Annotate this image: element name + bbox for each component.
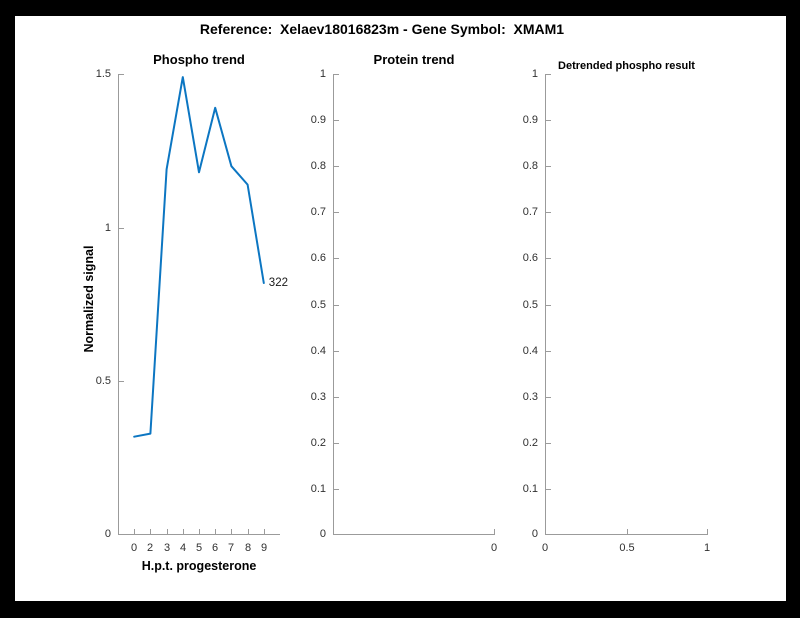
- y-tick-label: 1: [531, 68, 538, 80]
- y-tick: [546, 258, 551, 259]
- x-tick-label: 0: [130, 542, 138, 554]
- y-tick-label: 0.1: [522, 483, 538, 495]
- figure-title: Reference: Xelaev18016823m - Gene Symbol…: [199, 21, 565, 37]
- y-tick: [334, 74, 339, 75]
- y-tick-label: 0.2: [522, 437, 538, 449]
- x-tick: [627, 529, 628, 534]
- x-tick-label: 0: [490, 542, 498, 554]
- x-tick: [167, 529, 168, 534]
- y-tick-label: 0.6: [310, 252, 326, 264]
- y-tick: [546, 212, 551, 213]
- y-tick: [334, 534, 339, 535]
- plot1-y-axis-label: Normalized signal: [82, 245, 96, 353]
- y-tick-label: 0.4: [522, 345, 538, 357]
- x-tick: [215, 529, 216, 534]
- y-tick-label: 0.5: [522, 299, 538, 311]
- y-tick-label: 0.6: [522, 252, 538, 264]
- y-tick-label: 0.3: [522, 391, 538, 403]
- protein-trend-chart: 0 0.1 0.2 0.3 0.4 0.5 0.6 0.7 0.8 0.9 1 0: [311, 68, 497, 554]
- y-tick: [546, 74, 551, 75]
- x-tick-label: 9: [260, 542, 268, 554]
- x-axis-line: [545, 534, 708, 535]
- x-tick-label: 0.5: [619, 542, 635, 554]
- y-tick: [334, 120, 339, 121]
- y-tick: [119, 381, 124, 382]
- x-tick-label: 0: [541, 542, 549, 554]
- x-tick: [183, 529, 184, 534]
- y-tick: [546, 166, 551, 167]
- trend-line-svg: [133, 76, 265, 438]
- plot2-title: Protein trend: [373, 52, 455, 67]
- detrended-phospho-chart: 0 0.1 0.2 0.3 0.4 0.5 0.6 0.7 0.8 0.9 1 0 0.5 1: [523, 68, 710, 554]
- y-tick-label: 1: [319, 68, 326, 80]
- x-tick: [150, 529, 151, 534]
- y-tick-label: 0.5: [95, 375, 111, 387]
- y-tick: [334, 305, 339, 306]
- x-axis-line: [333, 534, 495, 535]
- x-tick-label: 5: [195, 542, 203, 554]
- y-tick-label: 1.5: [95, 68, 111, 80]
- y-tick: [546, 443, 551, 444]
- y-tick: [334, 351, 339, 352]
- y-tick-label: 0.8: [310, 160, 326, 172]
- x-tick: [494, 529, 495, 534]
- plot1-title: Phospho trend: [153, 52, 245, 67]
- end-point-label: 322: [268, 276, 288, 289]
- x-tick: [248, 529, 249, 534]
- y-tick-label: 0.7: [310, 206, 326, 218]
- y-tick-label: 0: [104, 528, 111, 540]
- y-tick-label: 0.9: [310, 114, 326, 126]
- y-tick: [334, 489, 339, 490]
- y-tick-label: 1: [104, 222, 111, 234]
- x-tick-label: 2: [146, 542, 154, 554]
- x-tick: [231, 529, 232, 534]
- y-axis-line: [545, 74, 546, 535]
- y-tick-label: 0.1: [310, 483, 326, 495]
- y-tick: [546, 489, 551, 490]
- y-tick-label: 0.5: [310, 299, 326, 311]
- y-tick: [546, 534, 551, 535]
- x-tick: [264, 529, 265, 534]
- x-tick-label: 6: [211, 542, 219, 554]
- y-tick: [334, 258, 339, 259]
- y-tick-label: 0.2: [310, 437, 326, 449]
- x-tick: [545, 529, 546, 534]
- y-tick: [546, 397, 551, 398]
- y-tick: [119, 228, 124, 229]
- plot1-x-axis-label: H.p.t. progesterone: [141, 559, 257, 573]
- y-tick: [119, 534, 124, 535]
- x-tick-label: 7: [227, 542, 235, 554]
- y-tick-label: 0: [531, 528, 538, 540]
- x-tick-label: 8: [244, 542, 252, 554]
- y-tick-label: 0.7: [522, 206, 538, 218]
- y-tick: [546, 305, 551, 306]
- x-tick-label: 4: [179, 542, 187, 554]
- y-tick-label: 0.8: [522, 160, 538, 172]
- figure-canvas: Reference: Xelaev18016823m - Gene Symbol…: [15, 16, 786, 601]
- trend-line: [133, 76, 265, 438]
- y-tick-label: 0: [319, 528, 326, 540]
- x-tick: [707, 529, 708, 534]
- y-tick: [546, 351, 551, 352]
- y-tick: [334, 166, 339, 167]
- y-tick: [334, 397, 339, 398]
- y-tick-label: 0.4: [310, 345, 326, 357]
- y-axis-line: [118, 74, 119, 535]
- y-tick: [119, 74, 124, 75]
- x-tick: [199, 529, 200, 534]
- x-axis-line: [118, 534, 280, 535]
- y-tick-label: 0.9: [522, 114, 538, 126]
- y-tick: [334, 212, 339, 213]
- y-tick: [546, 120, 551, 121]
- y-tick-label: 0.3: [310, 391, 326, 403]
- x-tick: [134, 529, 135, 534]
- phospho-trend-chart: 0 0.5 1 1.5 0 2 3 4 5 6 7 8 9 322: [96, 68, 288, 554]
- x-tick-label: 1: [703, 542, 711, 554]
- y-tick: [334, 443, 339, 444]
- y-axis-line: [333, 74, 334, 535]
- x-tick-label: 3: [163, 542, 171, 554]
- plot3-title: Detrended phospho result: [558, 60, 695, 72]
